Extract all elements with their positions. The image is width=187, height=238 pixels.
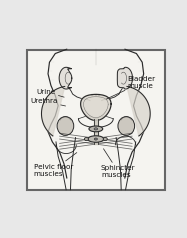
- Ellipse shape: [88, 136, 104, 142]
- Text: Pelvic floor
muscles: Pelvic floor muscles: [33, 153, 77, 177]
- Ellipse shape: [89, 126, 103, 132]
- Polygon shape: [127, 86, 150, 136]
- FancyBboxPatch shape: [27, 50, 165, 190]
- Text: Urethra: Urethra: [31, 98, 65, 106]
- Polygon shape: [59, 67, 72, 89]
- Polygon shape: [42, 86, 65, 136]
- Ellipse shape: [84, 137, 88, 141]
- Ellipse shape: [94, 128, 98, 130]
- Polygon shape: [81, 94, 111, 120]
- Ellipse shape: [103, 137, 107, 141]
- Text: Urine: Urine: [36, 89, 64, 97]
- Ellipse shape: [118, 117, 135, 135]
- Ellipse shape: [57, 117, 74, 135]
- Text: Bladder
muscle: Bladder muscle: [106, 76, 156, 99]
- Ellipse shape: [94, 138, 97, 140]
- Polygon shape: [117, 67, 133, 89]
- Text: Sphincter
muscles: Sphincter muscles: [101, 149, 136, 178]
